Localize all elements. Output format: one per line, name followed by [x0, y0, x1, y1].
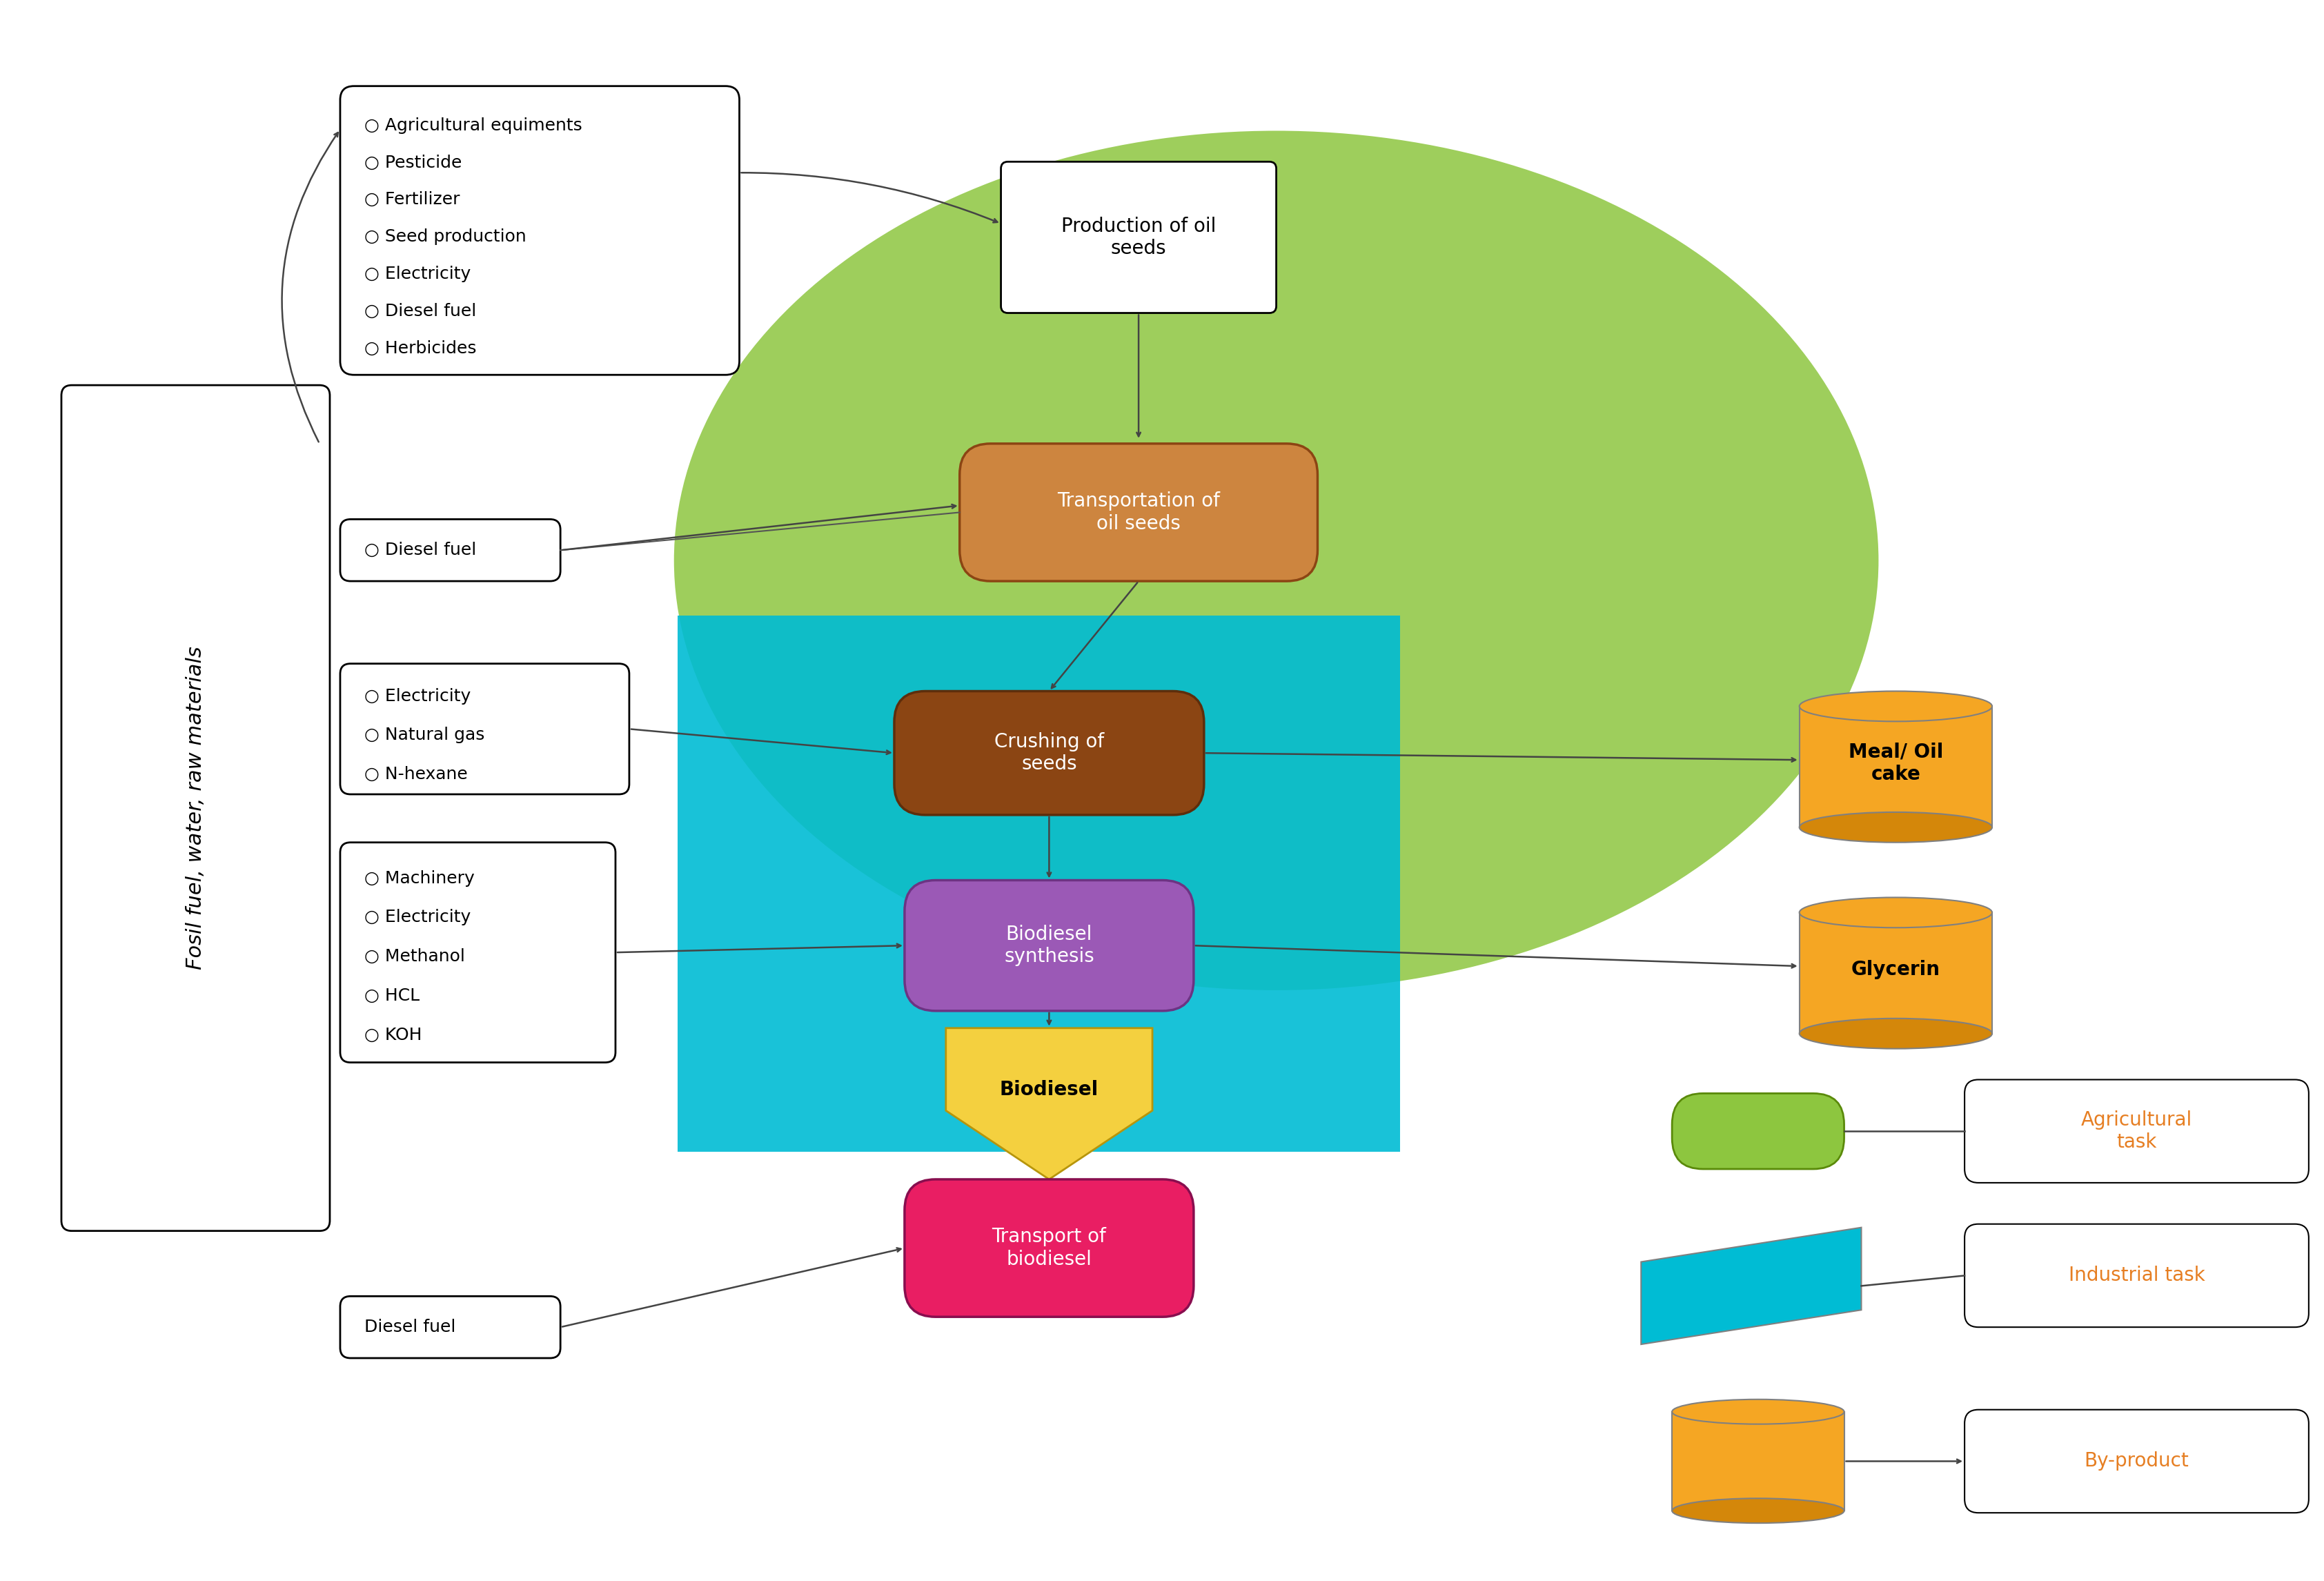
- Text: ○ Electricity: ○ Electricity: [365, 688, 472, 704]
- Text: Diesel fuel: Diesel fuel: [365, 1319, 456, 1336]
- FancyBboxPatch shape: [904, 881, 1195, 1010]
- FancyBboxPatch shape: [1964, 1410, 2308, 1513]
- Ellipse shape: [1799, 1018, 1992, 1048]
- Text: Fosil fuel, water, raw materials: Fosil fuel, water, raw materials: [186, 647, 205, 969]
- FancyBboxPatch shape: [1671, 1094, 1845, 1168]
- Text: Industrial task: Industrial task: [2068, 1266, 2205, 1285]
- Text: ○ Diesel fuel: ○ Diesel fuel: [365, 302, 476, 319]
- Text: Biodiesel: Biodiesel: [999, 1080, 1099, 1100]
- Ellipse shape: [674, 131, 1878, 990]
- Text: ○ Electricity: ○ Electricity: [365, 266, 472, 281]
- Text: ○ Natural gas: ○ Natural gas: [365, 727, 486, 743]
- Bar: [676, 615, 1399, 1153]
- FancyBboxPatch shape: [960, 444, 1318, 582]
- Ellipse shape: [1671, 1399, 1845, 1424]
- Text: ○ Fertilizer: ○ Fertilizer: [365, 191, 460, 207]
- Text: Crushing of
seeds: Crushing of seeds: [995, 732, 1104, 773]
- Text: Meal/ Oil
cake: Meal/ Oil cake: [1848, 743, 1943, 784]
- Polygon shape: [946, 1028, 1153, 1179]
- Text: ○ N-hexane: ○ N-hexane: [365, 767, 467, 783]
- Text: Transportation of
oil seeds: Transportation of oil seeds: [1057, 492, 1220, 533]
- Text: ○ Pesticide: ○ Pesticide: [365, 153, 462, 171]
- Ellipse shape: [1799, 813, 1992, 843]
- Polygon shape: [1641, 1227, 1862, 1344]
- Bar: [1799, 707, 1992, 827]
- Text: Production of oil
seeds: Production of oil seeds: [1062, 217, 1215, 258]
- FancyBboxPatch shape: [339, 1296, 560, 1358]
- Bar: [1671, 1412, 1845, 1511]
- FancyBboxPatch shape: [60, 386, 330, 1232]
- Text: ○ Methanol: ○ Methanol: [365, 949, 465, 964]
- FancyBboxPatch shape: [1964, 1224, 2308, 1326]
- FancyBboxPatch shape: [339, 519, 560, 582]
- Text: ○ Agricultural equiments: ○ Agricultural equiments: [365, 117, 581, 133]
- FancyBboxPatch shape: [1964, 1080, 2308, 1183]
- Text: ○ KOH: ○ KOH: [365, 1026, 423, 1043]
- Text: ○ Machinery: ○ Machinery: [365, 870, 474, 887]
- FancyBboxPatch shape: [895, 691, 1204, 814]
- Text: By-product: By-product: [2085, 1451, 2189, 1470]
- Text: ○ Herbicides: ○ Herbicides: [365, 340, 476, 356]
- FancyBboxPatch shape: [904, 1179, 1195, 1317]
- FancyBboxPatch shape: [339, 664, 630, 794]
- Bar: [1799, 912, 1992, 1034]
- Ellipse shape: [1799, 691, 1992, 721]
- Ellipse shape: [1799, 898, 1992, 928]
- Text: Transport of
biodiesel: Transport of biodiesel: [992, 1227, 1106, 1270]
- Text: ○ HCL: ○ HCL: [365, 988, 421, 1004]
- FancyBboxPatch shape: [339, 843, 616, 1062]
- Text: ○ Seed production: ○ Seed production: [365, 228, 525, 245]
- Ellipse shape: [1671, 1499, 1845, 1523]
- Text: ○ Diesel fuel: ○ Diesel fuel: [365, 542, 476, 558]
- Text: Glycerin: Glycerin: [1852, 960, 1941, 979]
- Text: ○ Electricity: ○ Electricity: [365, 909, 472, 925]
- Text: Biodiesel
synthesis: Biodiesel synthesis: [1004, 925, 1095, 966]
- FancyBboxPatch shape: [339, 85, 739, 375]
- Text: Agricultural
task: Agricultural task: [2080, 1110, 2192, 1153]
- FancyBboxPatch shape: [1002, 161, 1276, 313]
